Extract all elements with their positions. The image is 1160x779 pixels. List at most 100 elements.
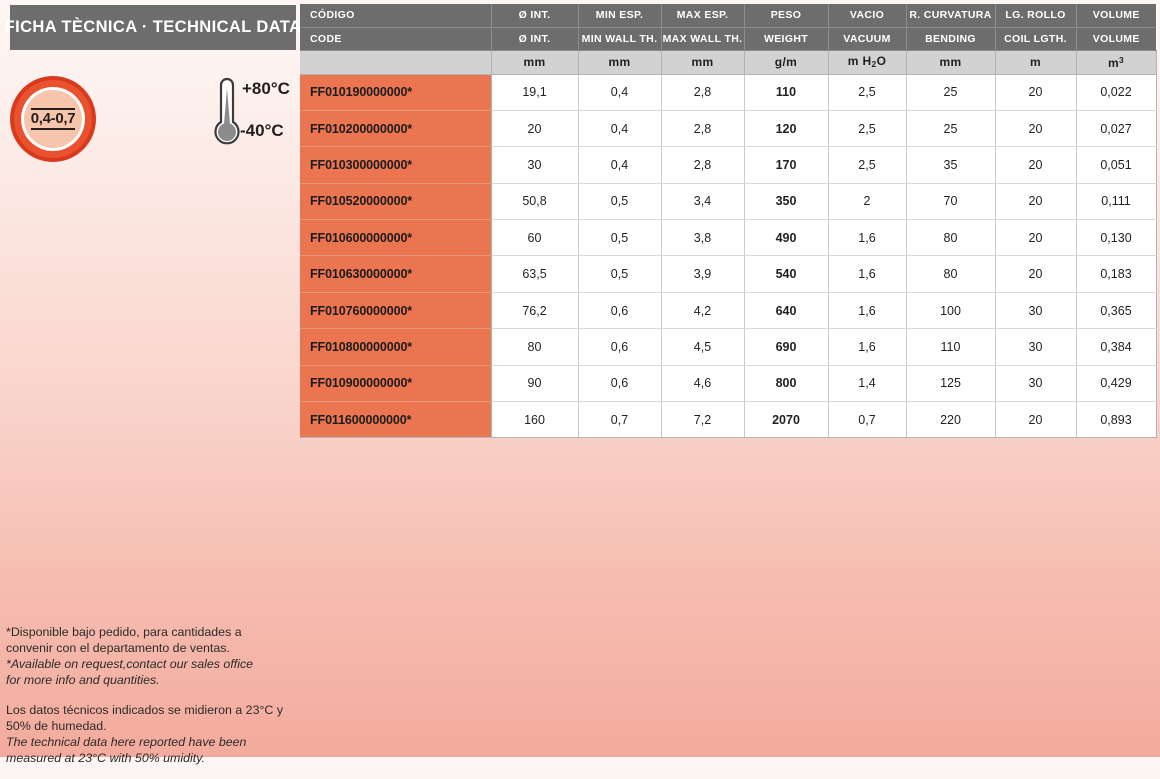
volume-cell: 0,365	[1076, 292, 1157, 330]
bending-cell: 70	[906, 183, 996, 221]
col-header-dint-en: Ø INT.	[491, 27, 579, 51]
code-cell[interactable]: FF010190000000*	[300, 74, 492, 111]
table-header: CÓDIGO Ø INT. MIN ESP. MAX ESP. PESO VAC…	[300, 4, 1157, 75]
coil-cell: 20	[995, 183, 1077, 221]
vacuum-cell: 1,4	[828, 365, 907, 403]
max-wall-cell: 2,8	[661, 74, 745, 111]
code-cell[interactable]: FF010600000000*	[300, 219, 492, 257]
coil-cell: 20	[995, 110, 1077, 148]
volume-cell: 0,429	[1076, 365, 1157, 403]
weight-cell: 640	[744, 292, 829, 330]
weight-cell: 120	[744, 110, 829, 148]
weight-cell: 540	[744, 255, 829, 293]
col-header-code: CODE	[300, 27, 492, 51]
code-cell[interactable]: FF010760000000*	[300, 292, 492, 330]
col-unit-rollo: m	[995, 50, 1077, 75]
technical-data-table: CÓDIGO Ø INT. MIN ESP. MAX ESP. PESO VAC…	[300, 4, 1157, 439]
max-wall-cell: 3,8	[661, 219, 745, 257]
col-header-peso: PESO	[744, 4, 829, 28]
max-wall-cell: 3,4	[661, 183, 745, 221]
max-wall-cell: 7,2	[661, 401, 745, 439]
code-cell[interactable]: FF010630000000*	[300, 255, 492, 293]
col-unit-curvatura: mm	[906, 50, 996, 75]
coil-cell: 20	[995, 74, 1077, 111]
code-cell[interactable]: FF010800000000*	[300, 328, 492, 366]
col-unit-dint: mm	[491, 50, 579, 75]
bending-cell: 110	[906, 328, 996, 366]
table-row: FF010760000000* 76,2 0,6 4,2 640 1,6 100 30 0,36…	[300, 292, 1157, 330]
table-row: FF011600000000* 160 0,7 7,2 2070 0,7 220 20 0,89…	[300, 401, 1157, 439]
coil-cell: 30	[995, 292, 1077, 330]
col-header-dint-es: Ø INT.	[491, 4, 579, 28]
footnote-conditions-en: The technical data here reported have be…	[6, 734, 247, 765]
pressure-ring-inner: 0,4-0,7	[24, 90, 82, 148]
page-title: FICHA TÈCNICA · TECHNICAL DATA	[4, 18, 302, 36]
dint-cell: 90	[491, 365, 579, 403]
footnote-conditions-es: Los datos técnicos indicados se midieron…	[6, 702, 284, 733]
vacuum-cell: 2,5	[828, 146, 907, 184]
table-row: FF010190000000* 19,1 0,4 2,8 110 2,5 25 20 0,022	[300, 74, 1157, 111]
dint-cell: 63,5	[491, 255, 579, 293]
min-wall-cell: 0,6	[578, 292, 662, 330]
volume-cell: 0,384	[1076, 328, 1157, 366]
page-title-bar: FICHA TÈCNICA · TECHNICAL DATA	[5, 5, 301, 50]
weight-cell: 490	[744, 219, 829, 257]
table-row: FF010900000000* 90 0,6 4,6 800 1,4 125 30 0,429	[300, 365, 1157, 403]
min-wall-cell: 0,5	[578, 219, 662, 257]
weight-cell: 690	[744, 328, 829, 366]
left-panel: FICHA TÈCNICA · TECHNICAL DATA 0,4-0,7 +…	[0, 0, 301, 765]
min-wall-cell: 0,4	[578, 74, 662, 111]
min-wall-cell: 0,6	[578, 365, 662, 403]
coil-cell: 20	[995, 401, 1077, 439]
weight-cell: 2070	[744, 401, 829, 439]
header-row-units: mm mm mm g/m m H2O mm m m3	[300, 50, 1157, 75]
code-cell[interactable]: FF010520000000*	[300, 183, 492, 221]
table-body: FF010190000000* 19,1 0,4 2,8 110 2,5 25 20 0,022…	[300, 74, 1157, 439]
coil-cell: 30	[995, 365, 1077, 403]
col-header-rollo: LG. ROLLO	[995, 4, 1077, 28]
icon-row: 0,4-0,7 +80°C -40°C	[0, 62, 300, 162]
col-unit-volume: m3	[1076, 50, 1157, 75]
vacuum-cell: 0,7	[828, 401, 907, 439]
code-cell[interactable]: FF011600000000*	[300, 401, 492, 439]
bending-cell: 80	[906, 219, 996, 257]
vacuum-cell: 1,6	[828, 219, 907, 257]
col-header-curvatura: R. CURVATURA	[906, 4, 996, 28]
col-unit-maxesp: mm	[661, 50, 745, 75]
volume-cell: 0,027	[1076, 110, 1157, 148]
col-unit-code	[300, 50, 492, 75]
weight-cell: 110	[744, 74, 829, 111]
bending-cell: 220	[906, 401, 996, 439]
bending-cell: 25	[906, 110, 996, 148]
min-wall-cell: 0,4	[578, 146, 662, 184]
coil-cell: 20	[995, 255, 1077, 293]
table-row: FF010630000000* 63,5 0,5 3,9 540 1,6 80 20 0,183	[300, 255, 1157, 293]
code-cell[interactable]: FF010300000000*	[300, 146, 492, 184]
col-header-codigo: CÓDIGO	[300, 4, 492, 28]
col-unit-vacio: m H2O	[828, 50, 907, 75]
col-header-weight: WEIGHT	[744, 27, 829, 51]
min-wall-cell: 0,5	[578, 255, 662, 293]
code-cell[interactable]: FF010200000000*	[300, 110, 492, 148]
vacuum-cell: 2	[828, 183, 907, 221]
pressure-ring-icon: 0,4-0,7	[10, 76, 96, 162]
code-cell[interactable]: FF010900000000*	[300, 365, 492, 403]
header-row-english: CODE Ø INT. MIN WALL TH. MAX WALL TH. WE…	[300, 27, 1156, 51]
col-header-min-wall: MIN WALL TH.	[578, 27, 662, 51]
dint-cell: 19,1	[491, 74, 579, 111]
coil-cell: 20	[995, 219, 1077, 257]
vacuum-cell: 2,5	[828, 74, 907, 111]
temperature-range: +80°C -40°C	[212, 70, 302, 160]
min-wall-cell: 0,7	[578, 401, 662, 439]
col-header-vacio: VACIO	[828, 4, 907, 28]
thermometer-icon	[214, 77, 240, 145]
temperature-high-label: +80°C	[242, 79, 290, 98]
col-header-maxesp: MAX ESP.	[661, 4, 745, 28]
table-row: FF010200000000* 20 0,4 2,8 120 2,5 25 20 0,027	[300, 110, 1157, 148]
volume-cell: 0,130	[1076, 219, 1157, 257]
max-wall-cell: 4,2	[661, 292, 745, 330]
max-wall-cell: 2,8	[661, 110, 745, 148]
volume-cell: 0,022	[1076, 74, 1157, 111]
footnotes: *Disponible bajo pedido, para cantidades…	[6, 624, 296, 779]
dint-cell: 60	[491, 219, 579, 257]
